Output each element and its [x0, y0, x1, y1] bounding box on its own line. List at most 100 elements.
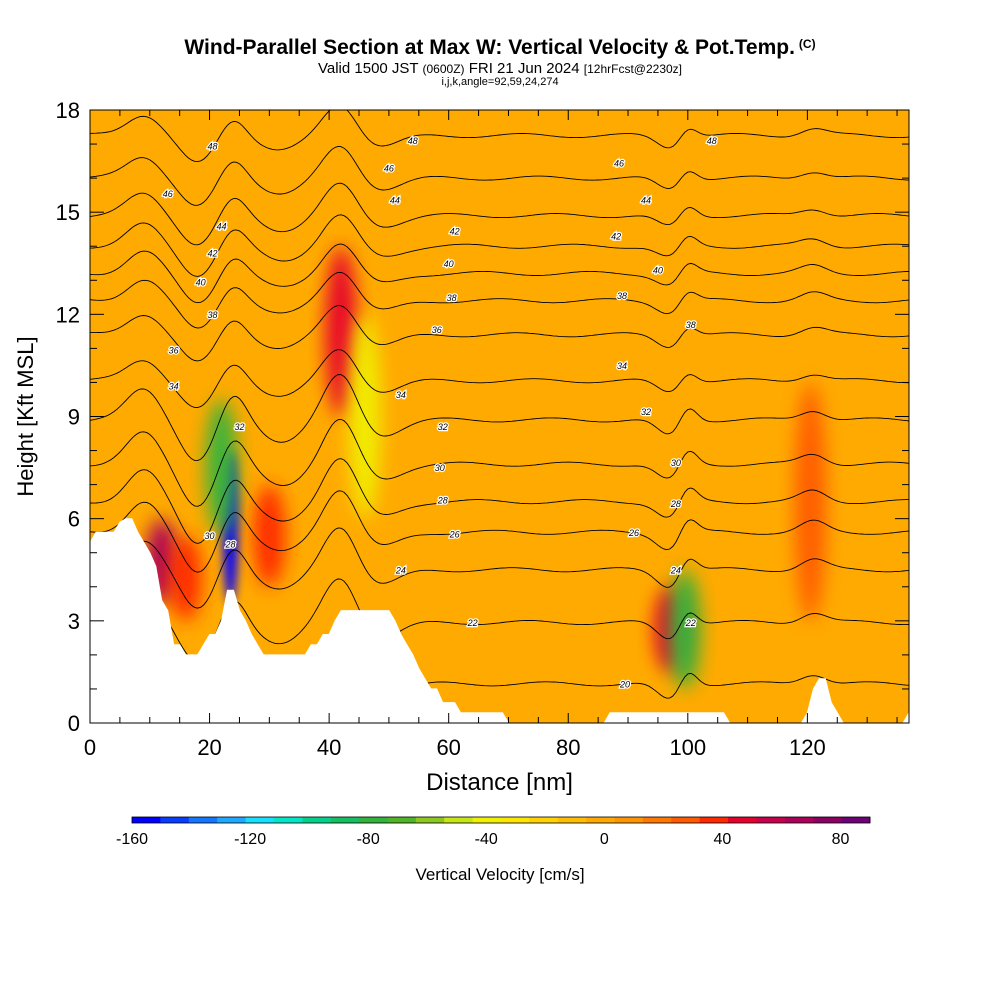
contour-label-37: 24: [670, 565, 681, 575]
colorbar-swatch-23: [784, 817, 814, 823]
theta-contour-26: [90, 490, 909, 573]
valid-prefix: Valid 1500 JST: [317, 60, 419, 77]
velocity-core-5: [325, 246, 358, 417]
colorbar-frame: [131, 816, 871, 824]
y-tick-label: 3: [68, 609, 80, 634]
contour-label-21: 28: [437, 495, 448, 505]
contour-label-17: 36: [432, 325, 442, 335]
velocity-core-9: [794, 382, 827, 621]
contour-label-39: 20: [619, 679, 630, 689]
contour-label-19: 32: [438, 422, 448, 432]
theta-contour-48: [90, 110, 909, 163]
contour-label-1: 46: [163, 189, 173, 199]
colorbar-label: Vertical Velocity [cm/s]: [415, 865, 584, 884]
colorbar-swatch-18: [642, 817, 672, 823]
contour-label-15: 40: [444, 259, 454, 269]
colorbar-tick-label: 40: [714, 831, 732, 848]
contour-label-23: 24: [395, 565, 406, 575]
contour-label-36: 26: [628, 528, 639, 538]
y-tick-label: 12: [56, 302, 80, 327]
theta-contour-36: [90, 305, 909, 362]
theta-contour-46: [90, 145, 909, 206]
contour-label-14: 42: [450, 226, 460, 236]
contour-label-12: 46: [384, 163, 394, 173]
contour-labels: 48 46 44 42 40 38 36 34 32 30 28 48 46 44 42 40 38 36 34 32…: [162, 135, 718, 691]
theta-contour-30: [90, 418, 909, 507]
contour-label-33: 32: [641, 407, 651, 417]
colorbar-swatch-20: [699, 817, 729, 823]
valid-utc: (0600Z): [422, 62, 465, 76]
colorbar-tick-label: -120: [234, 831, 266, 848]
colorbar-swatch-1: [160, 817, 190, 823]
contour-label-30: 38: [617, 291, 627, 301]
colorbar-swatch-11: [444, 817, 474, 823]
y-tick-label: 6: [68, 507, 80, 532]
terrain-mask: [89, 518, 910, 724]
colorbar-swatch-14: [529, 817, 559, 823]
colorbar-swatch-19: [671, 817, 701, 823]
colorbar-tick-label: -160: [116, 831, 148, 848]
colorbar-swatch-5: [273, 817, 303, 823]
theta-contour-32: [90, 374, 909, 462]
x-tick-label: 20: [197, 735, 221, 760]
contour-label-29: 40: [653, 266, 663, 276]
x-tick-label: 120: [789, 735, 826, 760]
forecast-label: [12hrFcst@2230z]: [583, 62, 683, 76]
colorbar-swatch-8: [359, 817, 388, 823]
colorbar-tick-label: 0: [600, 831, 609, 848]
theta-contour-28: [90, 458, 909, 544]
colorbar-tick-label: -80: [357, 831, 380, 848]
colorbar-swatch-4: [245, 817, 275, 823]
velocity-core-4: [253, 484, 286, 587]
theta-contours: [90, 110, 909, 723]
contour-label-24: 22: [467, 618, 478, 628]
section-params: i,j,k,angle=92,59,24,274: [441, 76, 559, 88]
terrain-fill: [90, 518, 909, 723]
contour-label-5: 38: [208, 310, 218, 320]
velocity-core-1: [169, 535, 202, 621]
colorbar-swatch-3: [217, 817, 247, 823]
contour-label-34: 30: [671, 458, 681, 468]
contour-label-3: 42: [208, 249, 218, 259]
contour-label-7: 34: [169, 381, 179, 391]
colorbar-swatch-9: [387, 817, 417, 823]
contour-label-27: 44: [641, 196, 651, 206]
theta-contour-34: [90, 349, 909, 408]
y-tick-label: 0: [68, 711, 80, 736]
colorbar-swatch-13: [501, 817, 530, 823]
colorbar-swatch-17: [614, 817, 644, 823]
y-tick-label: 15: [56, 200, 80, 225]
colorbar-swatch-10: [415, 817, 445, 823]
valid-date: FRI 21 Jun 2024: [468, 60, 580, 77]
y-tick-label: 9: [68, 405, 80, 430]
section-params-line: i,j,k,angle=92,59,24,274: [0, 76, 1000, 88]
colorbar-swatch-0: [132, 817, 161, 823]
theta-contour-42: [90, 214, 909, 277]
contour-label-4: 40: [196, 277, 206, 287]
colorbar-swatch-24: [813, 817, 843, 823]
chart-title-text: Wind-Parallel Section at Max W: Vertical…: [184, 36, 795, 59]
contour-label-28: 42: [611, 232, 621, 242]
colorbar-tick-label: 80: [832, 831, 850, 848]
contour-label-26: 46: [614, 158, 624, 168]
contour-label-6: 36: [169, 346, 179, 356]
colorbar-swatch-16: [586, 817, 616, 823]
contour-label-31: 38: [686, 320, 696, 330]
colorbar-swatch-15: [557, 817, 587, 823]
velocity-core-3: [205, 399, 238, 536]
y-tick-label: 18: [56, 98, 80, 123]
contour-label-8: 32: [234, 422, 244, 432]
theta-contour-44: [90, 182, 909, 246]
colorbar-swatch-2: [188, 817, 218, 823]
y-axis-label: Height [Kft MSL]: [13, 336, 38, 496]
colorbar-tick-label: -40: [475, 831, 498, 848]
x-tick-label: 60: [436, 735, 460, 760]
x-tick-label: 40: [317, 735, 341, 760]
contour-label-11: 48: [408, 136, 418, 146]
contour-label-38: 22: [685, 618, 696, 628]
colorbar: -160 -120 -80 -40 0 40 80 Vertical Velocity [cm…: [116, 816, 871, 884]
copyright-mark: (C): [798, 37, 816, 51]
colorbar-swatch-6: [302, 817, 332, 823]
x-tick-label: 80: [556, 735, 580, 760]
